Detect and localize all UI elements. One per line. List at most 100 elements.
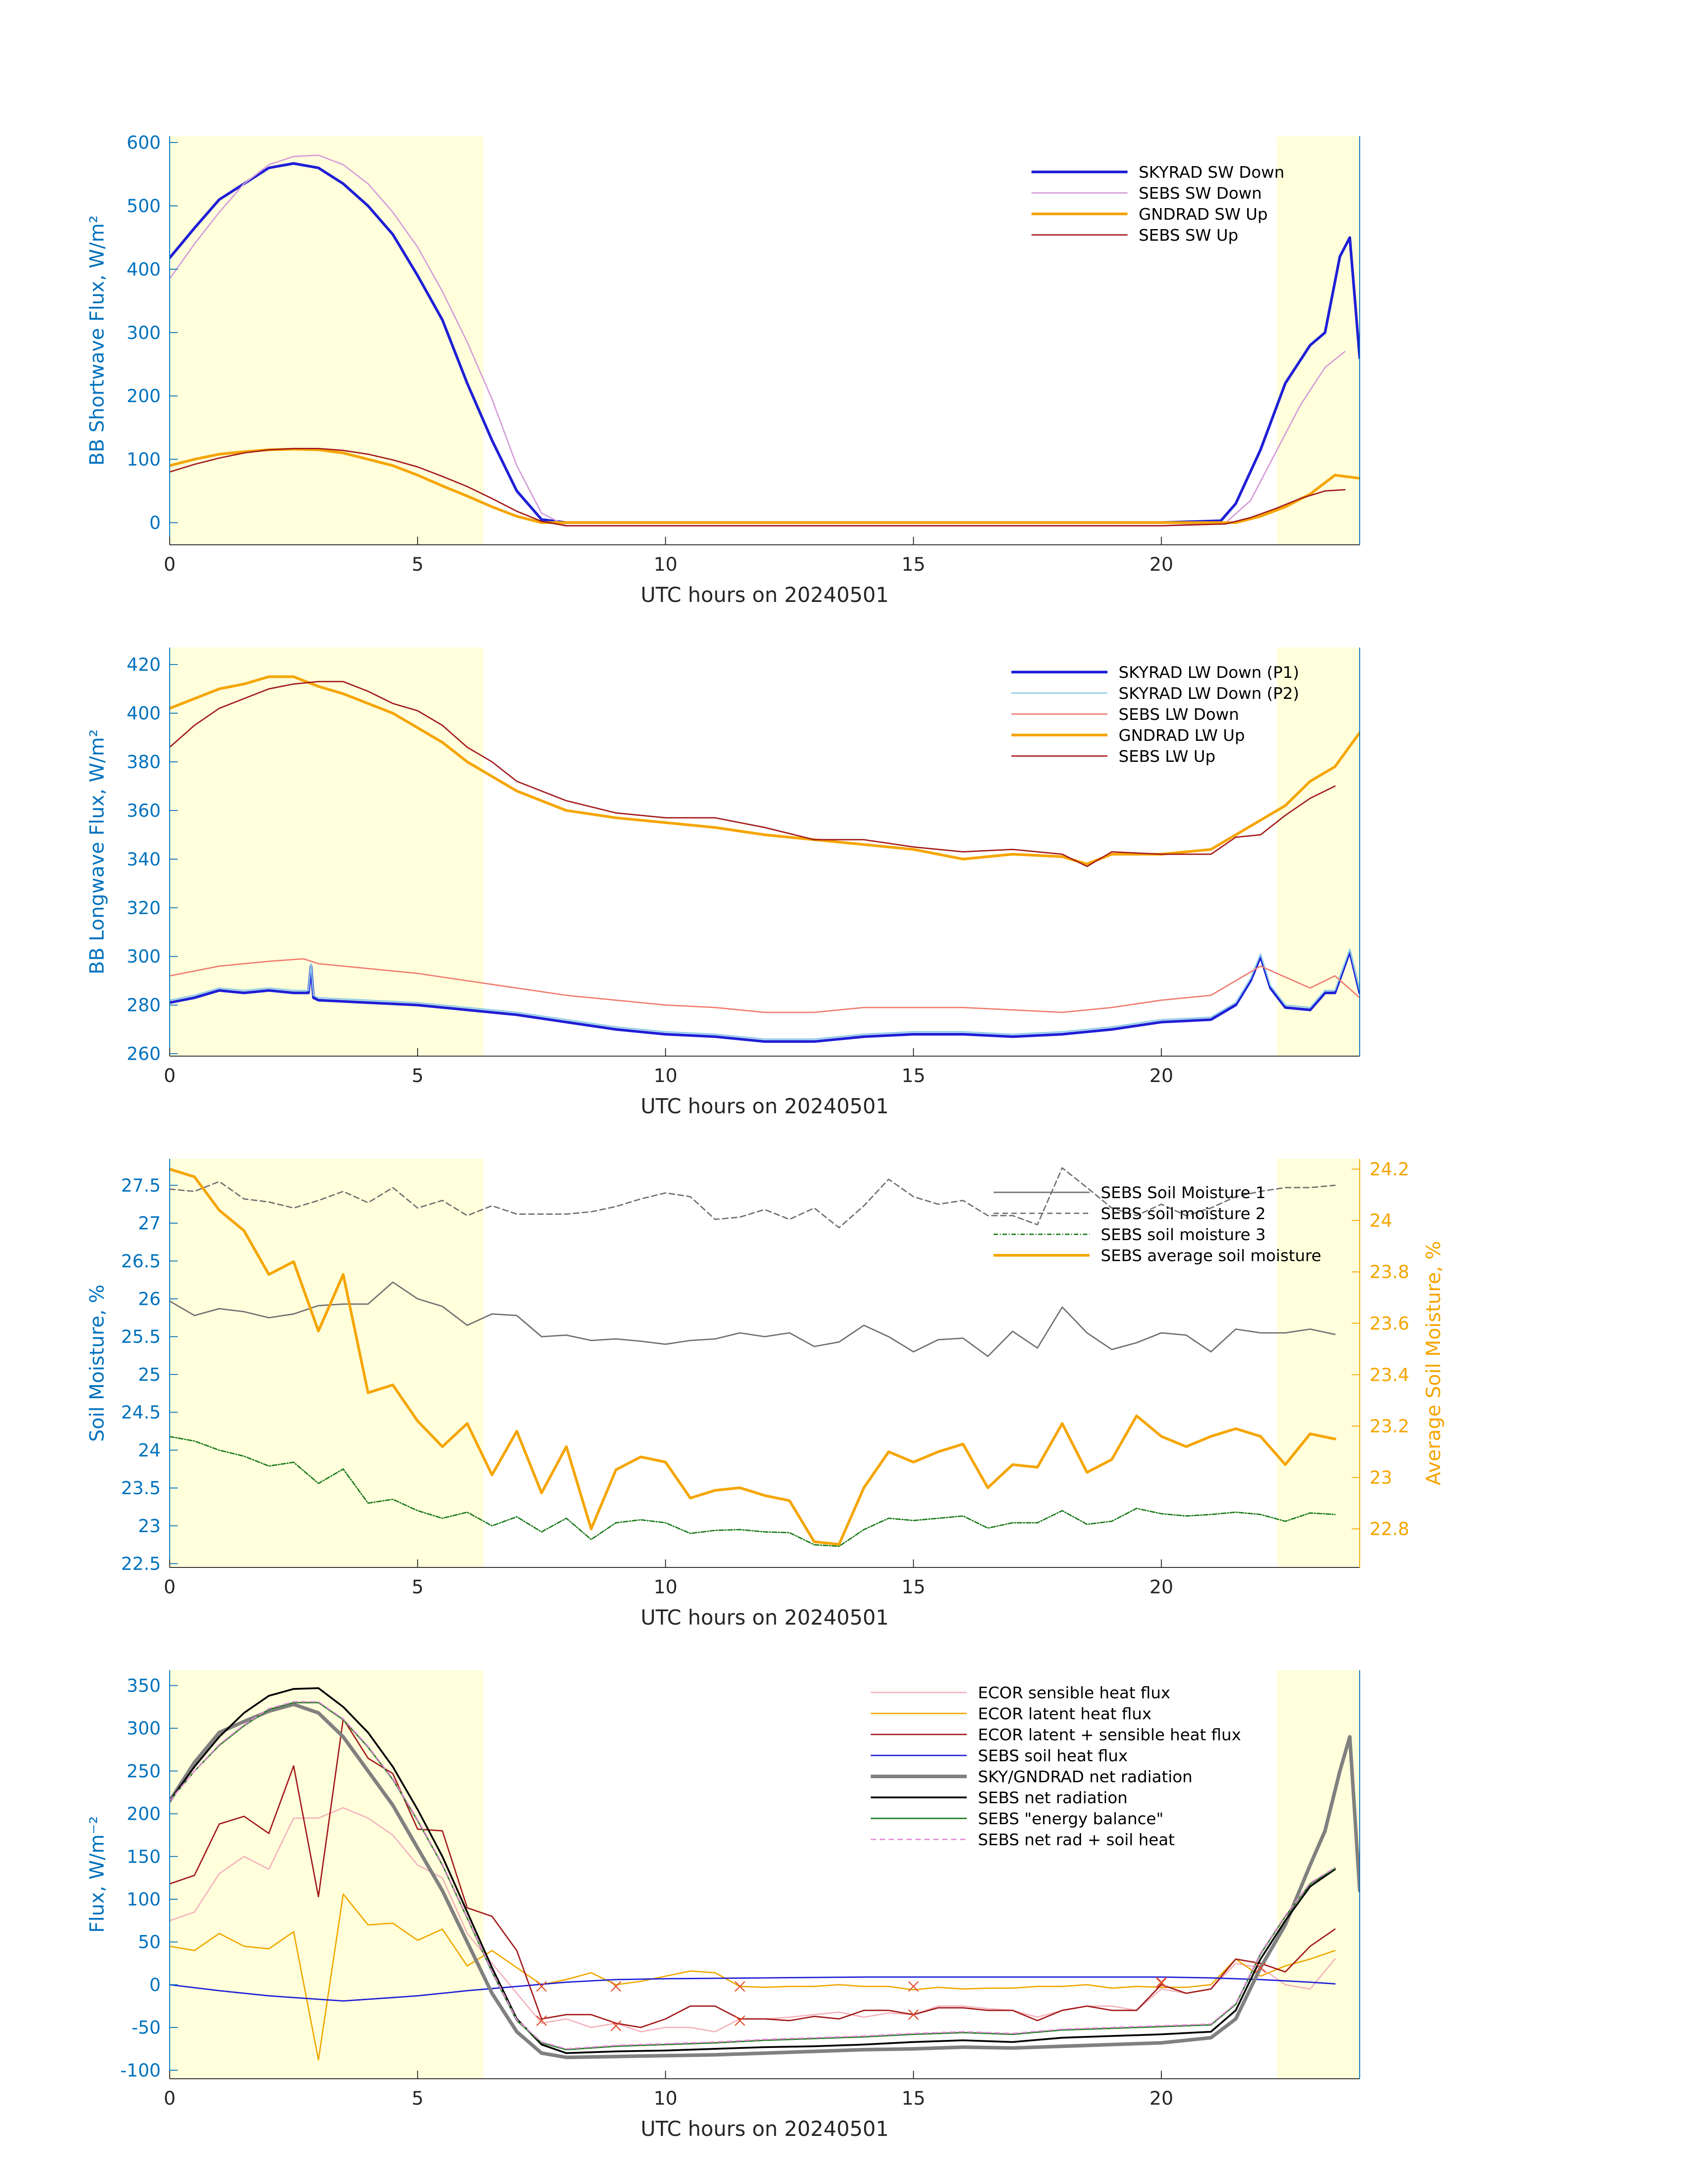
series-line	[170, 1281, 1336, 1357]
series-line	[170, 948, 1360, 1040]
y-tick-label: 25	[138, 1365, 161, 1385]
x-tick-label: 15	[902, 553, 925, 575]
y-axis-label: BB Shortwave Flux, W/m²	[86, 215, 109, 466]
x-axis-label: UTC hours on 20240501	[641, 2117, 889, 2141]
x-tick-label: 15	[902, 1576, 925, 1598]
x-tick-label: 0	[164, 1576, 176, 1598]
x-tick-label: 0	[164, 553, 176, 575]
data-marker-x	[610, 1981, 622, 1992]
data-marker-x	[1156, 1977, 1167, 1989]
plot-area	[170, 675, 1360, 1043]
series-line	[170, 681, 1336, 867]
y-right-tick-label: 23.2	[1370, 1416, 1409, 1437]
daytime-shading	[170, 648, 484, 1056]
x-tick-label: 10	[654, 553, 677, 575]
y-tick-label: 24.5	[121, 1403, 161, 1423]
y-tick-label: 26	[138, 1289, 161, 1309]
y-tick-label: 0	[150, 1975, 161, 1995]
y-tick-label: -100	[120, 2060, 161, 2081]
legend-label: SEBS SW Up	[1139, 226, 1238, 245]
legend-label: SEBS net rad + soil heat	[978, 1831, 1175, 1849]
y-axis-label: BB Longwave Flux, W/m²	[86, 729, 109, 974]
y-right-tick-label: 22.8	[1370, 1519, 1409, 1540]
y-tick-label: 320	[127, 898, 161, 919]
y-tick-label: 27	[138, 1213, 161, 1234]
legend-label: SEBS SW Down	[1139, 184, 1262, 203]
y-tick-label: 260	[127, 1044, 161, 1065]
y-tick-label: 360	[127, 801, 161, 821]
x-tick-label: 5	[412, 1065, 424, 1086]
y-tick-label: 350	[127, 1676, 161, 1696]
y-right-axis-label: Average Soil Moisture, %	[1422, 1241, 1445, 1485]
data-marker-x	[735, 1981, 745, 1992]
legend-label: GNDRAD LW Up	[1119, 727, 1245, 745]
data-marker-x	[908, 2009, 919, 2020]
y-axis-label: Soil Moisture, %	[86, 1284, 109, 1442]
series-line	[170, 1687, 1336, 2054]
x-tick-label: 20	[1149, 553, 1173, 575]
x-tick-label: 10	[654, 1065, 677, 1086]
x-tick-label: 5	[412, 2087, 424, 2109]
data-marker-x	[1255, 1962, 1266, 1973]
chart-panel-3: 0 5 10 15 20 UTC hours on 20240501 22.5 23 23.5 2…	[86, 1159, 1445, 1630]
legend-label: SEBS LW Down	[1119, 706, 1239, 724]
daytime-shading	[170, 136, 484, 545]
data-marker-x	[1156, 1976, 1167, 1988]
series-line	[170, 1701, 1336, 2050]
legend-label: SEBS soil moisture 3	[1101, 1226, 1265, 1244]
y-tick-label: 300	[127, 947, 161, 967]
series-line	[170, 1893, 1336, 2061]
y-tick-label: 100	[127, 449, 161, 470]
y-right-tick-label: 24.2	[1370, 1159, 1409, 1180]
daytime-shading	[1277, 136, 1360, 545]
series-line	[170, 958, 1360, 1013]
series-line	[170, 1436, 1336, 1547]
daytime-shading	[170, 1159, 484, 1567]
legend-label: SEBS "energy balance"	[978, 1810, 1164, 1828]
x-tick-label: 15	[902, 2087, 925, 2109]
y-tick-label: 300	[127, 323, 161, 343]
plot-area	[170, 1687, 1360, 2061]
series-line	[170, 162, 1360, 524]
y-tick-label: 200	[127, 1804, 161, 1825]
y-tick-label: 250	[127, 1761, 161, 1782]
series-line	[170, 447, 1346, 526]
x-tick-label: 5	[412, 553, 424, 575]
x-tick-label: 20	[1149, 1576, 1173, 1598]
x-tick-label: 15	[902, 1065, 925, 1086]
legend-label: SEBS Soil Moisture 1	[1101, 1184, 1266, 1202]
series-line	[170, 1976, 1336, 2002]
y-axis-label: Flux, W/m⁻²	[86, 1816, 109, 1933]
x-tick-label: 0	[164, 2087, 176, 2109]
y-tick-label: 340	[127, 849, 161, 870]
plot-area	[170, 1167, 1336, 1547]
y-tick-label: 22.5	[121, 1554, 161, 1575]
legend-label: SKYRAD LW Down (P1)	[1119, 664, 1299, 682]
y-tick-label: 24	[138, 1440, 161, 1461]
y-right-tick-label: 23.4	[1370, 1365, 1409, 1385]
y-tick-label: 23	[138, 1516, 161, 1537]
y-tick-label: 400	[127, 703, 161, 724]
daytime-shading	[1277, 1159, 1360, 1567]
legend-label: SEBS average soil moisture	[1101, 1247, 1321, 1265]
series-line	[170, 1167, 1336, 1228]
legend-label: SEBS soil moisture 2	[1101, 1205, 1265, 1223]
y-tick-label: 0	[150, 513, 161, 533]
series-line	[170, 1702, 1336, 2051]
legend-label: ECOR latent + sensible heat flux	[978, 1726, 1241, 1744]
daytime-shading	[1277, 1670, 1360, 2079]
y-right-tick-label: 23.8	[1370, 1262, 1409, 1283]
data-marker-x	[536, 2015, 547, 2026]
plot-area	[170, 155, 1360, 526]
y-tick-label: 100	[127, 1889, 161, 1910]
series-line	[170, 1718, 1336, 2028]
y-tick-label: 50	[138, 1932, 161, 1953]
y-right-tick-label: 23.6	[1370, 1313, 1409, 1334]
legend: SKYRAD SW Down SEBS SW Down GNDRAD SW Up SE…	[1031, 163, 1284, 245]
x-axis-label: UTC hours on 20240501	[641, 583, 889, 607]
chart-panel-2: 0 5 10 15 20 UTC hours on 20240501 260 280 300 32…	[86, 648, 1360, 1118]
y-tick-label: 400	[127, 259, 161, 280]
legend-label: SKY/GNDRAD net radiation	[978, 1768, 1192, 1786]
legend-label: GNDRAD SW Up	[1139, 205, 1268, 224]
legend: SKYRAD LW Down (P1) SKYRAD LW Down (P2) SE…	[1011, 664, 1299, 766]
